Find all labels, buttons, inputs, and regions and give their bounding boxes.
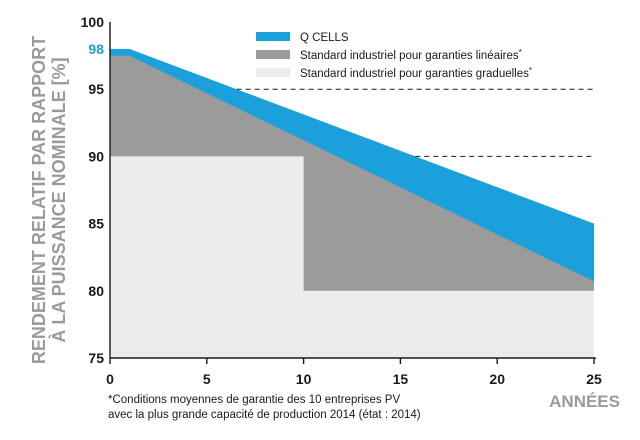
y-tick-100: 100 xyxy=(81,14,105,30)
y-tick-90: 90 xyxy=(88,148,104,164)
x-axis-label: ANNÉES xyxy=(549,392,620,411)
legend-swatch-q-cells xyxy=(256,32,290,41)
footnote-line1: *Conditions moyennes de garantie des 10 … xyxy=(108,394,401,406)
footnote-line2: avec la plus grande capacité de producti… xyxy=(108,409,421,421)
x-tick-labels: 0 5 10 15 20 25 xyxy=(106,358,602,387)
x-tick-20: 20 xyxy=(489,371,505,387)
x-tick-0: 0 xyxy=(106,371,114,387)
legend-label-standard-industriel-pour-garanties-graduelles: Standard industriel pour garanties gradu… xyxy=(300,66,532,80)
y-tick-highlight-98: 98 xyxy=(88,41,104,57)
y-tick-95: 95 xyxy=(88,81,104,97)
y-axis-label-line2: À LA PUISSANCE NOMINALE [%] xyxy=(48,57,69,342)
chart-legend: Q CELLS Standard industriel pour garantie… xyxy=(256,32,532,80)
chart-axes xyxy=(109,22,596,359)
x-tick-10: 10 xyxy=(296,371,312,387)
legend-label-q-cells: Q CELLS xyxy=(300,32,349,44)
y-axis-label-line1: RENDEMENT RELATIF PAR RAPPORT xyxy=(29,36,49,364)
y-tick-85: 85 xyxy=(88,216,104,232)
dashed-reference-lines xyxy=(236,88,594,157)
legend-swatch-standard-industriel-pour-garanties-graduelles xyxy=(256,68,290,77)
legend-swatch-standard-industriel-pour-garanties-lin-aires xyxy=(256,50,290,59)
footnote: *Conditions moyennes de garantie des 10 … xyxy=(108,393,421,423)
x-tick-15: 15 xyxy=(393,371,409,387)
area-standard-industriel-pour-garanties-graduelles xyxy=(110,156,594,358)
legend-label-standard-industriel-pour-garanties-lin-aires: Standard industriel pour garanties linéa… xyxy=(300,48,522,62)
y-tick-labels: 75 80 85 90 95 100 98 xyxy=(81,14,105,366)
chart-areas xyxy=(110,48,594,359)
y-tick-75: 75 xyxy=(88,350,104,366)
x-tick-25: 25 xyxy=(586,371,602,387)
y-tick-80: 80 xyxy=(88,283,104,299)
x-tick-5: 5 xyxy=(203,371,211,387)
